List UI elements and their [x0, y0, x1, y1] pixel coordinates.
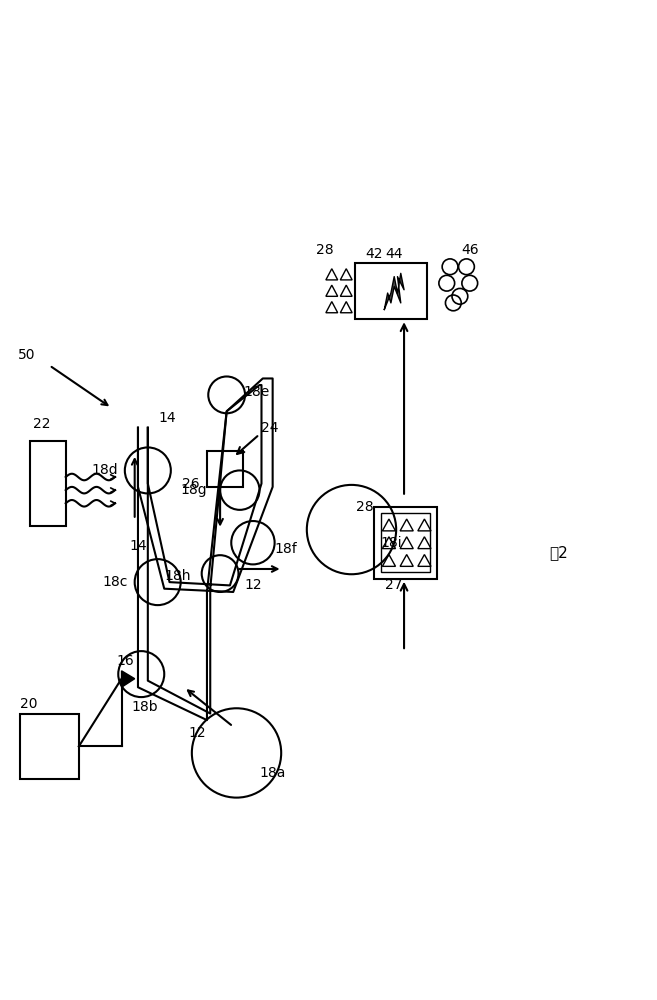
Bar: [355, 263, 427, 319]
Text: 18f: 18f: [275, 542, 297, 556]
Text: 28: 28: [356, 500, 373, 514]
Text: 18c: 18c: [102, 575, 127, 589]
Text: 46: 46: [461, 243, 478, 257]
Polygon shape: [122, 671, 135, 687]
Text: 20: 20: [20, 697, 37, 711]
Text: 12: 12: [244, 578, 261, 592]
Text: 18h: 18h: [164, 569, 191, 583]
Text: 18g: 18g: [181, 483, 207, 497]
Text: 14: 14: [159, 411, 176, 425]
Text: 14: 14: [129, 539, 147, 553]
Text: 50: 50: [18, 348, 35, 362]
Text: 22: 22: [33, 417, 51, 431]
Text: 27: 27: [386, 578, 403, 592]
Text: 18e: 18e: [243, 385, 269, 399]
Bar: [30, 441, 66, 526]
Text: 18d: 18d: [92, 463, 118, 477]
Text: 26: 26: [182, 477, 199, 491]
Text: 16: 16: [116, 654, 134, 668]
Bar: [207, 451, 243, 487]
Polygon shape: [384, 273, 404, 309]
Text: 24: 24: [261, 421, 278, 435]
Bar: [374, 507, 437, 579]
Bar: [381, 513, 430, 572]
Text: 42: 42: [366, 247, 383, 261]
Text: 44: 44: [386, 247, 403, 261]
Text: 28: 28: [317, 243, 334, 257]
Bar: [20, 714, 79, 779]
Text: 18a: 18a: [260, 766, 286, 780]
Text: 図2: 図2: [549, 545, 568, 560]
Text: 18i: 18i: [380, 536, 401, 550]
Text: 12: 12: [189, 726, 206, 740]
Text: 18b: 18b: [131, 700, 158, 714]
